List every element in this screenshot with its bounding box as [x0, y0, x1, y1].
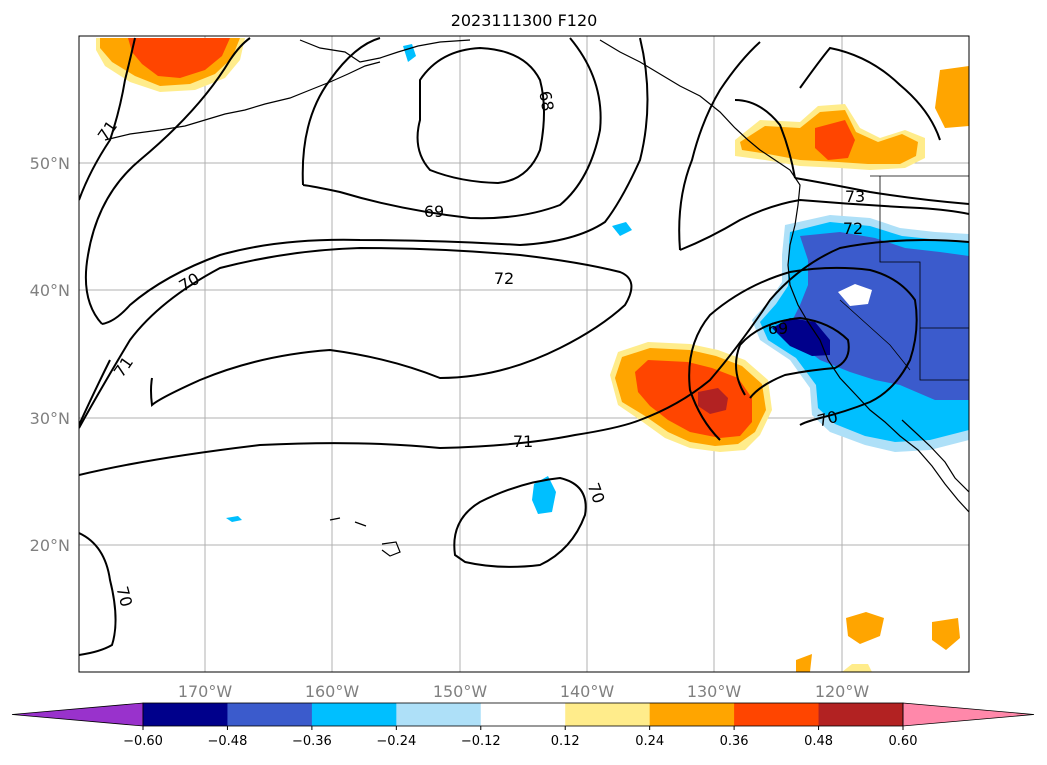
- colorbar-tick-label: −0.48: [208, 734, 248, 749]
- colorbar-extend-low: [11, 702, 144, 727]
- contour-label-70-sw: 70: [113, 584, 137, 609]
- colorbar-segment: [227, 703, 313, 726]
- contour-label-72-east: 72: [843, 219, 863, 238]
- cold-region-hole: [838, 284, 872, 306]
- map-panel: 68 69 70 71 72 73 72 70 71 69 70 71 70: [78, 35, 970, 673]
- lon-tick-120w: 120°W: [815, 682, 870, 701]
- state-borders-3: [919, 328, 969, 381]
- lon-tick-130w: 130°W: [687, 682, 742, 701]
- contour-70-east: [688, 266, 918, 441]
- cold-spot-mid: [612, 222, 632, 236]
- colorbar-segment: [818, 703, 904, 726]
- colorbar-segment: [649, 703, 735, 726]
- lon-tick-160w: 160°W: [305, 682, 360, 701]
- warm-region-far-ne: [935, 66, 969, 128]
- baja-gulf: [901, 419, 969, 493]
- state-borders-1: [879, 176, 969, 329]
- contour-70-south: [453, 476, 587, 568]
- map-title: 2023111300 F120: [451, 11, 598, 30]
- anomaly-fill: [96, 38, 969, 672]
- state-borders-2: [839, 299, 911, 371]
- colorbar-tick-label: 0.36: [720, 734, 749, 749]
- cold-region-core: [790, 232, 969, 400]
- warm-region-nw-core: [128, 38, 230, 78]
- warm-region-central-max: [698, 388, 728, 414]
- contour-68: [416, 46, 545, 185]
- west-coast: [599, 39, 969, 513]
- colorbar-tick-label: −0.36: [292, 734, 332, 749]
- colorbar-extend-high: [902, 702, 1035, 727]
- warm-region-ne-core: [815, 120, 855, 160]
- cold-region-max: [772, 318, 830, 356]
- lat-tick-50n: 50°N: [30, 154, 70, 173]
- colorbar: −0.60 −0.48 −0.36 −0.24 −0.12 0.12 0.24 0.36 0.4…: [11, 702, 1035, 749]
- lat-tick-40n: 40°N: [30, 281, 70, 300]
- contour-71-east: [79, 239, 969, 476]
- colorbar-tick-label: 0.12: [551, 734, 580, 749]
- lat-tick-20n: 20°N: [30, 536, 70, 555]
- lat-ticks: 50°N 40°N 30°N 20°N: [30, 154, 70, 555]
- colorbar-outline: [142, 702, 904, 727]
- contour-70-sw: [79, 532, 117, 656]
- warm-spot-se-3: [796, 654, 812, 672]
- warm-spot-se-2: [932, 618, 960, 650]
- contour-70: [84, 37, 649, 325]
- contour-69: [301, 37, 602, 220]
- colorbar-tick-label: −0.12: [461, 734, 501, 749]
- aleutian-chain: [104, 61, 381, 141]
- lon-tick-170w: 170°W: [178, 682, 233, 701]
- contour-72-east: [678, 41, 969, 251]
- lat-tick-30n: 30°N: [30, 409, 70, 428]
- contour-label-68: 68: [535, 89, 557, 112]
- colorbar-tick-label: 0.24: [635, 734, 664, 749]
- lon-tick-150w: 150°W: [433, 682, 488, 701]
- colorbar-tick-label: 0.60: [889, 734, 918, 749]
- cold-spot-west: [226, 516, 242, 522]
- contour-label-70-east: 70: [815, 407, 840, 431]
- lon-tick-140w: 140°W: [560, 682, 615, 701]
- contour-label-73: 73: [845, 187, 865, 206]
- colorbar-segment: [480, 703, 566, 726]
- warm-spot-se-4: [842, 664, 872, 672]
- map-frame: [78, 35, 970, 673]
- cold-spot-alaska: [403, 44, 416, 62]
- cold-spot-south: [532, 476, 556, 514]
- contour-label-69: 69: [424, 202, 444, 221]
- colorbar-segment: [565, 703, 651, 726]
- contour-north: [799, 46, 941, 141]
- hawaii-islands: [329, 517, 401, 557]
- contour-71-west: [79, 37, 136, 426]
- colorbar-tick-label: 0.48: [804, 734, 833, 749]
- colorbar-segment: [143, 703, 228, 726]
- contour-73: [734, 99, 969, 205]
- lon-ticks: 170°W 160°W 150°W 140°W 130°W 120°W: [178, 682, 870, 701]
- colorbar-tick-label: −0.24: [376, 734, 416, 749]
- colorbar-segment: [734, 703, 820, 726]
- contour-69-east: [735, 316, 850, 399]
- height-contours: [79, 37, 969, 656]
- colorbar-segment: [396, 703, 482, 726]
- colorbar-tick-label: −0.60: [123, 734, 163, 749]
- contour-72: [79, 246, 633, 429]
- contour-label-72: 72: [494, 269, 514, 288]
- coastlines: [104, 39, 969, 557]
- contour-label-69-east: 69: [768, 319, 788, 338]
- alaska-coast: [299, 39, 471, 63]
- colorbar-segment: [311, 703, 397, 726]
- warm-spot-se-1: [846, 612, 884, 644]
- contour-label-71: 71: [513, 432, 533, 451]
